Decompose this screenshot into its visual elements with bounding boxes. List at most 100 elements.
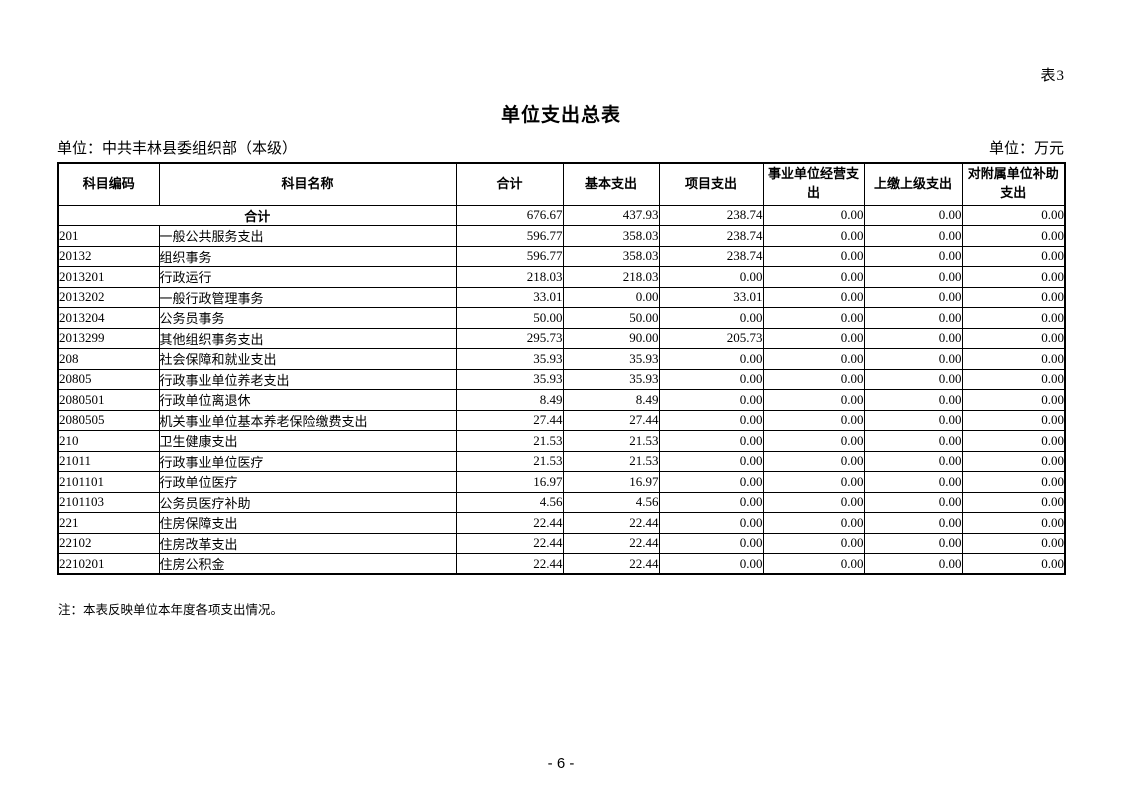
subject-code-cell: 2013202 <box>57 286 160 308</box>
column-header-upward: 上缴上级支出 <box>863 162 963 206</box>
amount-cell: 0.00 <box>762 307 865 329</box>
amount-cell: 0.00 <box>961 368 1066 390</box>
amount-cell: 0.00 <box>762 512 865 534</box>
subject-name-cell: 公务员事务 <box>158 307 457 329</box>
subject-name-cell: 住房改革支出 <box>158 532 457 554</box>
amount-cell: 596.77 <box>455 225 564 247</box>
amount-cell: 0.00 <box>658 553 764 575</box>
amount-cell: 0.00 <box>863 409 963 431</box>
amount-cell: 0.00 <box>961 225 1066 247</box>
amount-cell: 21.53 <box>455 450 564 472</box>
amount-cell: 0.00 <box>961 327 1066 349</box>
table-row: 2101103 公务员医疗补助 4.56 4.56 0.00 0.00 0.00… <box>57 491 1066 513</box>
amount-cell: 0.00 <box>863 307 963 329</box>
subject-code-cell: 2013201 <box>57 266 160 288</box>
total-row-label: 合计 <box>57 204 457 226</box>
subject-code-cell: 22102 <box>57 532 160 554</box>
amount-cell: 22.44 <box>455 512 564 534</box>
subject-name-cell: 组织事务 <box>158 245 457 267</box>
amount-cell: 0.00 <box>863 245 963 267</box>
subject-code-cell: 20805 <box>57 368 160 390</box>
amount-cell: 0.00 <box>863 266 963 288</box>
amount-cell: 0.00 <box>961 450 1066 472</box>
amount-cell: 16.97 <box>455 471 564 493</box>
amount-cell: 4.56 <box>562 491 660 513</box>
amount-cell: 21.53 <box>562 430 660 452</box>
amount-cell: 0.00 <box>863 286 963 308</box>
amount-cell: 0.00 <box>658 491 764 513</box>
amount-cell: 0.00 <box>762 471 865 493</box>
amount-cell: 0.00 <box>762 327 865 349</box>
amount-cell: 0.00 <box>658 450 764 472</box>
subject-name-cell: 公务员医疗补助 <box>158 491 457 513</box>
amount-cell: 0.00 <box>961 532 1066 554</box>
amount-cell: 27.44 <box>455 409 564 431</box>
amount-cell: 238.74 <box>658 225 764 247</box>
amount-cell: 0.00 <box>961 348 1066 370</box>
page-number: - 6 - <box>547 755 575 772</box>
amount-cell: 0.00 <box>961 430 1066 452</box>
amount-cell: 0.00 <box>863 348 963 370</box>
subject-name-cell: 住房保障支出 <box>158 512 457 534</box>
amount-cell: 0.00 <box>961 491 1066 513</box>
expenditure-table: 科目编码 科目名称 合计 基本支出 项目支出 事业单位经营支出 上缴上级支出 对… <box>57 162 1066 575</box>
amount-cell: 0.00 <box>863 553 963 575</box>
subject-name-cell: 行政事业单位医疗 <box>158 450 457 472</box>
column-header-subsidy: 对附属单位补助支出 <box>961 162 1066 206</box>
table-row: 2101101 行政单位医疗 16.97 16.97 0.00 0.00 0.0… <box>57 471 1066 493</box>
amount-cell: 0.00 <box>658 532 764 554</box>
amount-cell: 0.00 <box>762 450 865 472</box>
amount-cell: 0.00 <box>762 409 865 431</box>
amount-cell: 0.00 <box>863 327 963 349</box>
amount-cell: 205.73 <box>658 327 764 349</box>
subject-code-cell: 210 <box>57 430 160 452</box>
amount-cell: 218.03 <box>455 266 564 288</box>
amount-cell: 0.00 <box>961 307 1066 329</box>
amount-cell: 0.00 <box>658 368 764 390</box>
subject-code-cell: 2080505 <box>57 409 160 431</box>
table-row: 2013204 公务员事务 50.00 50.00 0.00 0.00 0.00… <box>57 307 1066 329</box>
amount-cell: 0.00 <box>762 225 865 247</box>
column-header-basic: 基本支出 <box>562 162 660 206</box>
total-cell: 0.00 <box>762 204 865 226</box>
table-row: 20805 行政事业单位养老支出 35.93 35.93 0.00 0.00 0… <box>57 368 1066 390</box>
subject-name-cell: 社会保障和就业支出 <box>158 348 457 370</box>
page-title: 单位支出总表 <box>500 105 621 126</box>
amount-cell: 596.77 <box>455 245 564 267</box>
amount-cell: 0.00 <box>658 409 764 431</box>
amount-cell: 0.00 <box>961 286 1066 308</box>
unit-currency-label: 单位：万元 <box>988 141 1064 157</box>
subject-code-cell: 2013299 <box>57 327 160 349</box>
total-cell: 0.00 <box>863 204 963 226</box>
total-cell: 0.00 <box>961 204 1066 226</box>
subject-code-cell: 2210201 <box>57 553 160 575</box>
subject-name-cell: 一般公共服务支出 <box>158 225 457 247</box>
amount-cell: 358.03 <box>562 225 660 247</box>
amount-cell: 0.00 <box>762 553 865 575</box>
amount-cell: 90.00 <box>562 327 660 349</box>
expenditure-table-wrap: 科目编码 科目名称 合计 基本支出 项目支出 事业单位经营支出 上缴上级支出 对… <box>57 162 1066 575</box>
header-row: 科目编码 科目名称 合计 基本支出 项目支出 事业单位经营支出 上缴上级支出 对… <box>57 162 1066 206</box>
amount-cell: 0.00 <box>961 245 1066 267</box>
amount-cell: 0.00 <box>863 512 963 534</box>
column-header-name: 科目名称 <box>158 162 457 206</box>
total-cell: 238.74 <box>658 204 764 226</box>
amount-cell: 0.00 <box>658 512 764 534</box>
amount-cell: 0.00 <box>863 389 963 411</box>
unit-line: 单位：中共丰林县委组织部（本级） 单位：万元 <box>57 137 1064 158</box>
amount-cell: 0.00 <box>863 368 963 390</box>
amount-cell: 0.00 <box>863 225 963 247</box>
amount-cell: 0.00 <box>658 348 764 370</box>
table-row: 2013201 行政运行 218.03 218.03 0.00 0.00 0.0… <box>57 266 1066 288</box>
table-row: 201 一般公共服务支出 596.77 358.03 238.74 0.00 0… <box>57 225 1066 247</box>
table-body: 合计 676.67 437.93 238.74 0.00 0.00 0.00 2… <box>57 204 1066 575</box>
subject-name-cell: 行政单位医疗 <box>158 471 457 493</box>
subject-code-cell: 208 <box>57 348 160 370</box>
subject-code-cell: 2101103 <box>57 491 160 513</box>
amount-cell: 22.44 <box>562 532 660 554</box>
amount-cell: 0.00 <box>562 286 660 308</box>
unit-name-label: 单位：中共丰林县委组织部（本级） <box>57 141 298 157</box>
subject-name-cell: 一般行政管理事务 <box>158 286 457 308</box>
table-row: 2013299 其他组织事务支出 295.73 90.00 205.73 0.0… <box>57 327 1066 349</box>
